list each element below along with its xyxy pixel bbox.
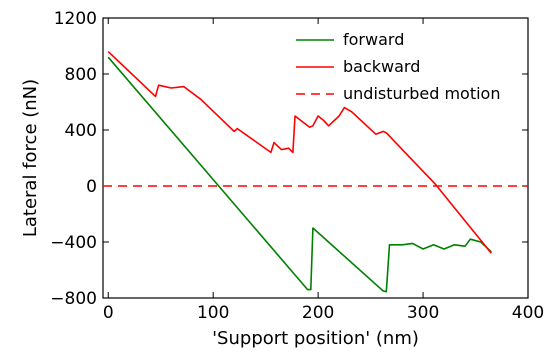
- y-tick-label: 800: [65, 65, 97, 85]
- y-tick-label: −400: [50, 233, 97, 253]
- series-line-backward: [107, 51, 492, 254]
- series-layer: [103, 51, 528, 293]
- x-tick-label: 200: [302, 303, 334, 323]
- ticks: 0 100 200 300 400 −800 −400 0 400 800 1200: [50, 9, 544, 323]
- y-tick-label: 0: [86, 177, 97, 197]
- series-line-forward: [107, 56, 492, 293]
- axes-frame: [102, 17, 529, 299]
- legend: forward backward undisturbed motion: [296, 30, 500, 103]
- legend-label-forward: forward: [343, 30, 404, 49]
- x-axis-title: 'Support position' (nm): [212, 328, 419, 349]
- y-axis-title: Lateral force (nN): [20, 79, 41, 237]
- x-tick-label: 400: [512, 303, 544, 323]
- x-tick-label: 100: [197, 303, 229, 323]
- y-tick-label: 400: [65, 121, 97, 141]
- y-tick-label: 1200: [54, 9, 97, 29]
- plot-frame: [102, 17, 529, 299]
- x-tick-label: 0: [103, 303, 114, 323]
- x-tick-label: 300: [407, 303, 439, 323]
- y-tick-label: −800: [50, 289, 97, 309]
- legend-label-backward: backward: [343, 57, 420, 76]
- legend-label-undisturbed-motion: undisturbed motion: [343, 84, 500, 103]
